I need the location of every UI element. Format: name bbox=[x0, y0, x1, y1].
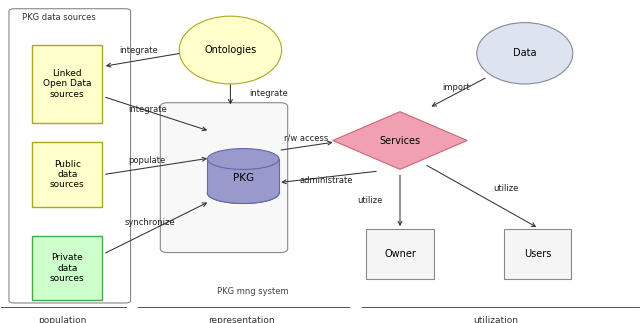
Text: integrate: integrate bbox=[128, 105, 167, 114]
FancyBboxPatch shape bbox=[504, 229, 571, 278]
Text: synchronize: synchronize bbox=[125, 218, 175, 227]
Text: utilize: utilize bbox=[357, 196, 383, 205]
Text: PKG mng system: PKG mng system bbox=[217, 287, 289, 296]
Text: Users: Users bbox=[524, 249, 551, 258]
FancyBboxPatch shape bbox=[32, 236, 102, 300]
Text: integrate: integrate bbox=[250, 89, 289, 98]
Text: Owner: Owner bbox=[384, 249, 416, 258]
Text: Public
data
sources: Public data sources bbox=[50, 160, 84, 189]
FancyBboxPatch shape bbox=[366, 229, 434, 278]
FancyBboxPatch shape bbox=[32, 45, 102, 123]
Text: import: import bbox=[443, 83, 470, 92]
Text: utilize: utilize bbox=[493, 184, 518, 193]
Text: population: population bbox=[38, 316, 87, 323]
Text: r/w access: r/w access bbox=[284, 133, 328, 142]
FancyBboxPatch shape bbox=[9, 9, 131, 303]
Text: PKG data sources: PKG data sources bbox=[22, 13, 95, 22]
Ellipse shape bbox=[207, 182, 279, 203]
Text: integrate: integrate bbox=[119, 46, 157, 55]
Text: Linked
Open Data
sources: Linked Open Data sources bbox=[43, 69, 92, 99]
Text: administrate: administrate bbox=[300, 176, 353, 185]
FancyBboxPatch shape bbox=[32, 142, 102, 207]
Text: PKG: PKG bbox=[232, 173, 254, 182]
FancyBboxPatch shape bbox=[160, 103, 287, 253]
Ellipse shape bbox=[179, 16, 282, 84]
Ellipse shape bbox=[207, 182, 279, 203]
Text: Data: Data bbox=[513, 48, 536, 58]
Ellipse shape bbox=[477, 23, 573, 84]
Bar bbox=[207, 159, 279, 193]
Text: representation
and management: representation and management bbox=[202, 316, 282, 323]
Text: Private
data
sources: Private data sources bbox=[50, 253, 84, 283]
Ellipse shape bbox=[207, 149, 279, 170]
Polygon shape bbox=[333, 112, 467, 169]
Text: Ontologies: Ontologies bbox=[204, 45, 257, 55]
Text: populate: populate bbox=[128, 156, 165, 165]
Text: utilization: utilization bbox=[474, 316, 518, 323]
Text: Services: Services bbox=[380, 136, 420, 145]
